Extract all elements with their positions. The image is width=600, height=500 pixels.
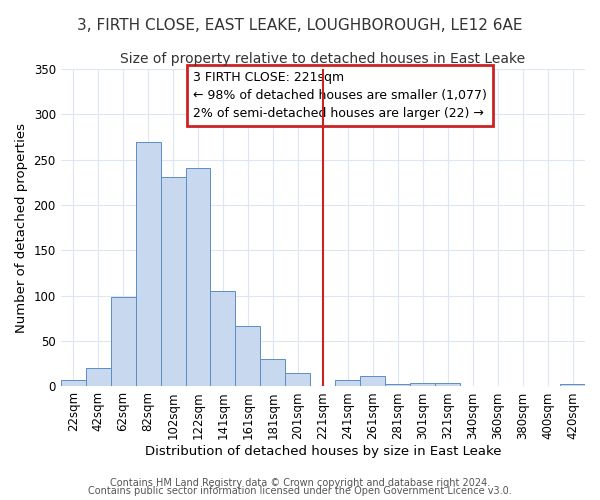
Text: 3, FIRTH CLOSE, EAST LEAKE, LOUGHBOROUGH, LE12 6AE: 3, FIRTH CLOSE, EAST LEAKE, LOUGHBOROUGH… bbox=[77, 18, 523, 32]
Text: Contains public sector information licensed under the Open Government Licence v3: Contains public sector information licen… bbox=[88, 486, 512, 496]
Bar bbox=[161, 177, 185, 386]
Bar bbox=[410, 383, 435, 386]
Bar bbox=[260, 360, 286, 386]
Bar bbox=[185, 168, 211, 386]
Title: Size of property relative to detached houses in East Leake: Size of property relative to detached ho… bbox=[120, 52, 526, 66]
Y-axis label: Number of detached properties: Number of detached properties bbox=[15, 123, 28, 333]
Bar bbox=[360, 376, 385, 386]
X-axis label: Distribution of detached houses by size in East Leake: Distribution of detached houses by size … bbox=[145, 444, 501, 458]
Text: Contains HM Land Registry data © Crown copyright and database right 2024.: Contains HM Land Registry data © Crown c… bbox=[110, 478, 490, 488]
Bar bbox=[110, 296, 136, 386]
Text: 3 FIRTH CLOSE: 221sqm
← 98% of detached houses are smaller (1,077)
2% of semi-de: 3 FIRTH CLOSE: 221sqm ← 98% of detached … bbox=[193, 71, 487, 120]
Bar bbox=[286, 373, 310, 386]
Bar bbox=[235, 326, 260, 386]
Bar bbox=[335, 380, 360, 386]
Bar bbox=[385, 384, 410, 386]
Bar bbox=[435, 383, 460, 386]
Bar bbox=[136, 142, 161, 386]
Bar bbox=[86, 368, 110, 386]
Bar bbox=[560, 384, 585, 386]
Bar bbox=[61, 380, 86, 386]
Bar bbox=[211, 291, 235, 386]
